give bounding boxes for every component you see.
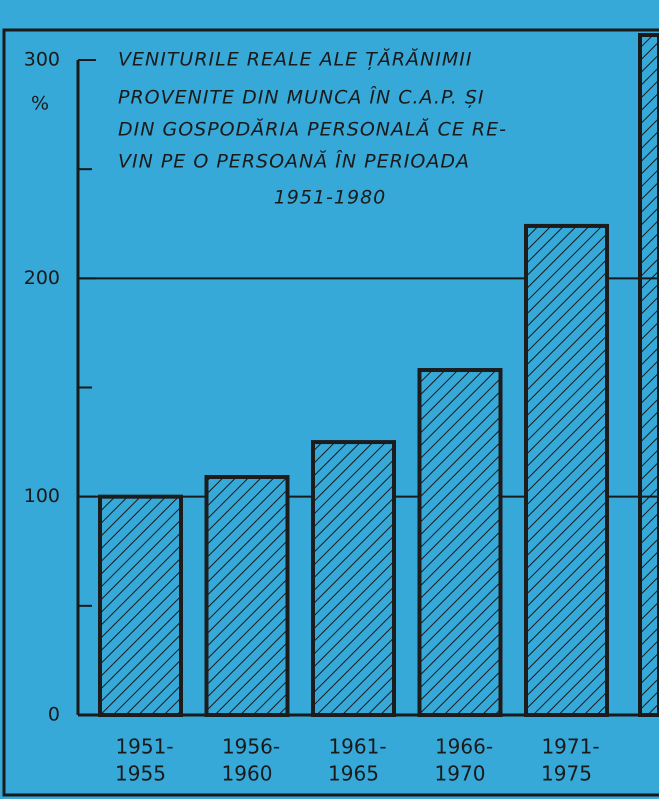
y-axis-label: %	[31, 93, 49, 115]
y-tick-label: 200	[24, 267, 60, 289]
x-tick-label: 1970	[435, 762, 486, 786]
x-tick-label: 1971-	[541, 735, 599, 759]
x-tick-label: 1956-	[222, 735, 280, 759]
chart-title: VIN PE O PERSOANĂ ÎN PERIOADA	[118, 150, 470, 173]
x-tick-label: 1961-	[328, 735, 386, 759]
bar	[311, 440, 396, 717]
cut-off-bar	[638, 33, 659, 717]
chart-title: DIN GOSPODĂRIA PERSONALĂ CE RE-	[118, 118, 507, 141]
x-tick-label: 1965	[328, 762, 379, 786]
y-tick-label: 100	[24, 485, 60, 507]
x-tick-label: 1955	[115, 762, 166, 786]
y-tick-label: 0	[48, 704, 60, 726]
chart-title: 1951-1980	[274, 187, 387, 209]
x-tick-label: 1966-	[435, 735, 493, 759]
chart-title: VENITURILE REALE ALE ȚĂRĂNIMII	[118, 48, 472, 71]
x-tick-label: 1960	[222, 762, 273, 786]
frame	[2, 28, 659, 797]
y-tick-label: 300	[24, 49, 60, 71]
bar	[524, 223, 609, 718]
bar	[417, 368, 503, 717]
bar	[204, 475, 290, 717]
x-tick-label: 1975	[541, 762, 592, 786]
x-tick-label: 1951-	[115, 735, 173, 759]
chart-title: PROVENITE DIN MUNCA ÎN C.A.P. ȘI	[118, 86, 485, 109]
bar	[98, 494, 183, 717]
